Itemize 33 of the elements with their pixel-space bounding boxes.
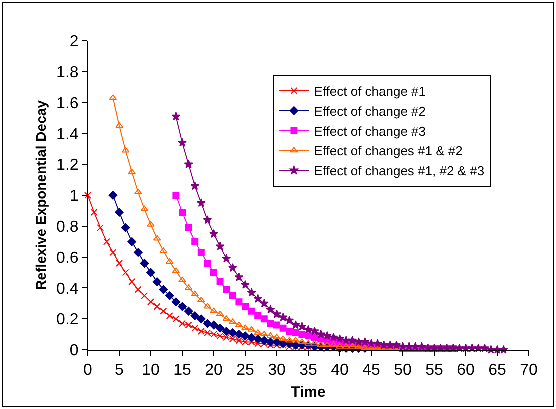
y-tick-label: 0.8: [56, 219, 79, 236]
x-tick-label: 15: [174, 362, 192, 380]
x-tick-label: 20: [205, 362, 223, 380]
y-tick-label: 0.6: [56, 250, 79, 267]
x-tick-label: 50: [394, 362, 412, 380]
legend-label: Effect of changes #1, #2 & #3: [314, 164, 485, 179]
y-tick-label: 1.4: [56, 126, 79, 144]
y-tick-label: 0: [70, 342, 79, 360]
legend-label: Effect of change #3: [314, 124, 426, 139]
legend-label: Effect of change #1: [314, 84, 426, 100]
x-tick-label: 65: [488, 362, 506, 380]
x-tick-label: 45: [362, 362, 380, 380]
legend-label: Effect of change #2: [314, 104, 426, 119]
x-tick-label: 55: [426, 362, 444, 380]
y-tick-label: 1.8: [56, 64, 79, 82]
x-tick-label: 35: [300, 362, 318, 380]
y-tick-label: 2: [70, 34, 79, 51]
x-tick-label: 25: [236, 362, 254, 380]
x-tick-label: 60: [457, 362, 475, 380]
y-tick-label: 1.6: [56, 95, 79, 112]
x-tick-label: 5: [115, 362, 124, 380]
x-axis-title: Time: [291, 384, 326, 402]
x-tick-label: 70: [520, 362, 538, 380]
legend-label: Effect of changes #1 & #2: [314, 144, 463, 159]
y-tick-label: 1.2: [56, 157, 79, 174]
y-tick-label: 0.4: [56, 280, 79, 298]
x-tick-label: 0: [84, 362, 93, 380]
x-tick-label: 40: [331, 362, 349, 380]
y-tick-label: 1: [70, 188, 79, 206]
y-axis-title: Reflexive Exponential Decay: [33, 100, 50, 290]
y-tick-label: 0.2: [56, 312, 79, 329]
x-tick-label: 10: [142, 362, 160, 380]
x-tick-label: 30: [268, 362, 286, 380]
